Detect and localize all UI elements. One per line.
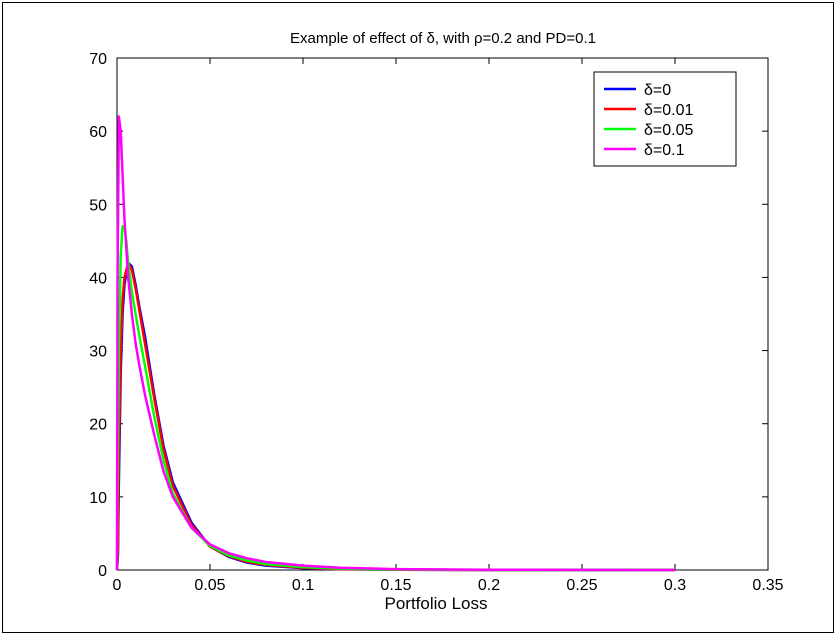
x-tick-label: 0.1 — [292, 577, 314, 594]
chart-title: Example of effect of δ, with ρ=0.2 and P… — [290, 30, 596, 47]
y-tick-label: 0 — [98, 563, 107, 580]
legend: δ=0 δ=0.01 δ=0.05 δ=0.1 — [593, 71, 737, 167]
x-tick-label: 0.3 — [664, 577, 686, 594]
y-tick-label: 10 — [89, 490, 107, 507]
legend-box — [593, 71, 737, 167]
y-tick-label: 20 — [89, 417, 107, 434]
legend-label-0: δ=0 — [644, 82, 671, 99]
y-tick-label: 40 — [89, 270, 107, 287]
x-tick-label: 0.35 — [752, 577, 783, 594]
y-tick-label: 50 — [89, 197, 107, 214]
y-tick-label: 30 — [89, 344, 107, 361]
x-tick-label: 0.25 — [566, 577, 597, 594]
legend-label-1: δ=0.01 — [644, 102, 693, 119]
x-tick-label: 0.05 — [194, 577, 225, 594]
legend-label-2: δ=0.05 — [644, 122, 693, 139]
x-tick-label: 0 — [113, 577, 122, 594]
x-tick-label: 0.2 — [478, 577, 500, 594]
y-tick-label: 70 — [89, 51, 107, 68]
series-line-3 — [115, 115, 676, 572]
legend-label-3: δ=0.1 — [644, 142, 685, 159]
y-tick-label: 60 — [89, 124, 107, 141]
x-axis-label: Portfolio Loss — [385, 594, 488, 613]
x-tick-label: 0.15 — [380, 577, 411, 594]
